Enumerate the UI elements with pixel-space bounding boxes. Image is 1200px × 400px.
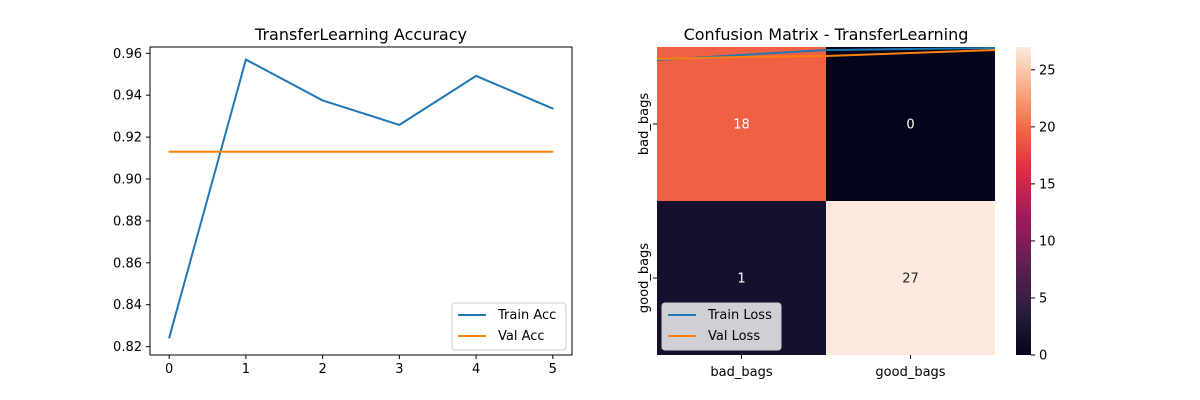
heatmap-title: Confusion Matrix - TransferLearning [684, 25, 969, 44]
y-tick-label: 0.92 [113, 131, 142, 146]
data-point [475, 75, 477, 77]
colorbar-tick-label: 20 [1039, 120, 1056, 135]
heatmap-cell [657, 47, 826, 201]
cell-value-label: 27 [902, 272, 919, 287]
data-point [475, 150, 477, 153]
data-point [245, 150, 247, 153]
legend-label-val-loss: Val Loss [708, 329, 760, 344]
data-point [321, 99, 324, 102]
y-tick-label: 0.96 [113, 47, 142, 62]
data-point [168, 337, 170, 339]
data-point [552, 107, 554, 110]
line-plot-area: 0 1 2 3 4 5 0.82 0.84 0.86 0.88 0.90 0.92 0.94 0.96 [113, 46, 573, 377]
plot-frame [149, 46, 573, 356]
y-tick-label: 0.90 [113, 173, 142, 188]
confusion-matrix-chart: Confusion Matrix - TransferLearning 18 01… [637, 25, 1056, 380]
y-tick-label: 0.82 [113, 340, 142, 355]
cell-value-label: 0 [906, 118, 914, 133]
line-chart-title: TransferLearning Accuracy [254, 25, 467, 44]
series-line-train-acc [168, 58, 554, 339]
colorbar: 0 5 10 15 20 25 [1016, 47, 1056, 364]
x-tick-label: 1 [242, 362, 250, 377]
data-point [245, 58, 247, 61]
heatmap-row-label: good_bags [637, 243, 652, 313]
x-tick-label: 2 [318, 362, 326, 377]
colorbar-tick-label: 25 [1039, 63, 1056, 78]
line-chart-legend: Train Acc Val Acc [451, 302, 567, 351]
cell-value-label: 1 [737, 272, 745, 287]
y-tick-label: 0.84 [113, 298, 142, 313]
heatmap-legend: Train Loss Val Loss [661, 302, 782, 351]
colorbar-tick-label: 10 [1039, 234, 1056, 249]
heatmap-cells: 18 0 1 27 [657, 47, 995, 355]
cell-value-label: 18 [733, 118, 750, 133]
loss-overlay-lines [656, 47, 996, 61]
heatmap-cell [826, 201, 995, 355]
overlay-line-val-loss [656, 49, 996, 60]
y-tick-label: 0.94 [113, 89, 142, 104]
accuracy-line-chart: TransferLearning Accuracy 0 1 2 3 4 5 0.82 0.84… [113, 25, 573, 377]
data-point [398, 150, 401, 153]
data-point [398, 124, 401, 126]
colorbar-tick-label: 5 [1039, 291, 1047, 306]
colorbar-tick-label: 15 [1039, 177, 1056, 192]
colorbar-gradient [1016, 47, 1031, 355]
legend-label-train-acc: Train Acc [497, 308, 556, 323]
data-point [168, 150, 170, 153]
legend-label-train-loss: Train Loss [707, 308, 772, 323]
heatmap-cell [826, 47, 995, 201]
y-tick-label: 0.88 [113, 214, 142, 229]
heatmap-col-label: good_bags [875, 365, 945, 380]
heatmap-col-label: bad_bags [710, 365, 772, 380]
heatmap-axes: bad_bags good_bags bad_bags good_bags [637, 93, 946, 380]
x-tick-label: 3 [395, 362, 403, 377]
x-tick-label: 4 [472, 362, 480, 377]
y-tick-label: 0.86 [113, 256, 142, 271]
legend-label-val-acc: Val Acc [498, 329, 545, 344]
data-point [552, 150, 554, 153]
colorbar-tick-label: 0 [1039, 349, 1047, 364]
data-point [321, 150, 324, 153]
heatmap-row-label: bad_bags [637, 93, 652, 155]
x-tick-label: 0 [165, 362, 173, 377]
x-tick-label: 5 [549, 362, 557, 377]
